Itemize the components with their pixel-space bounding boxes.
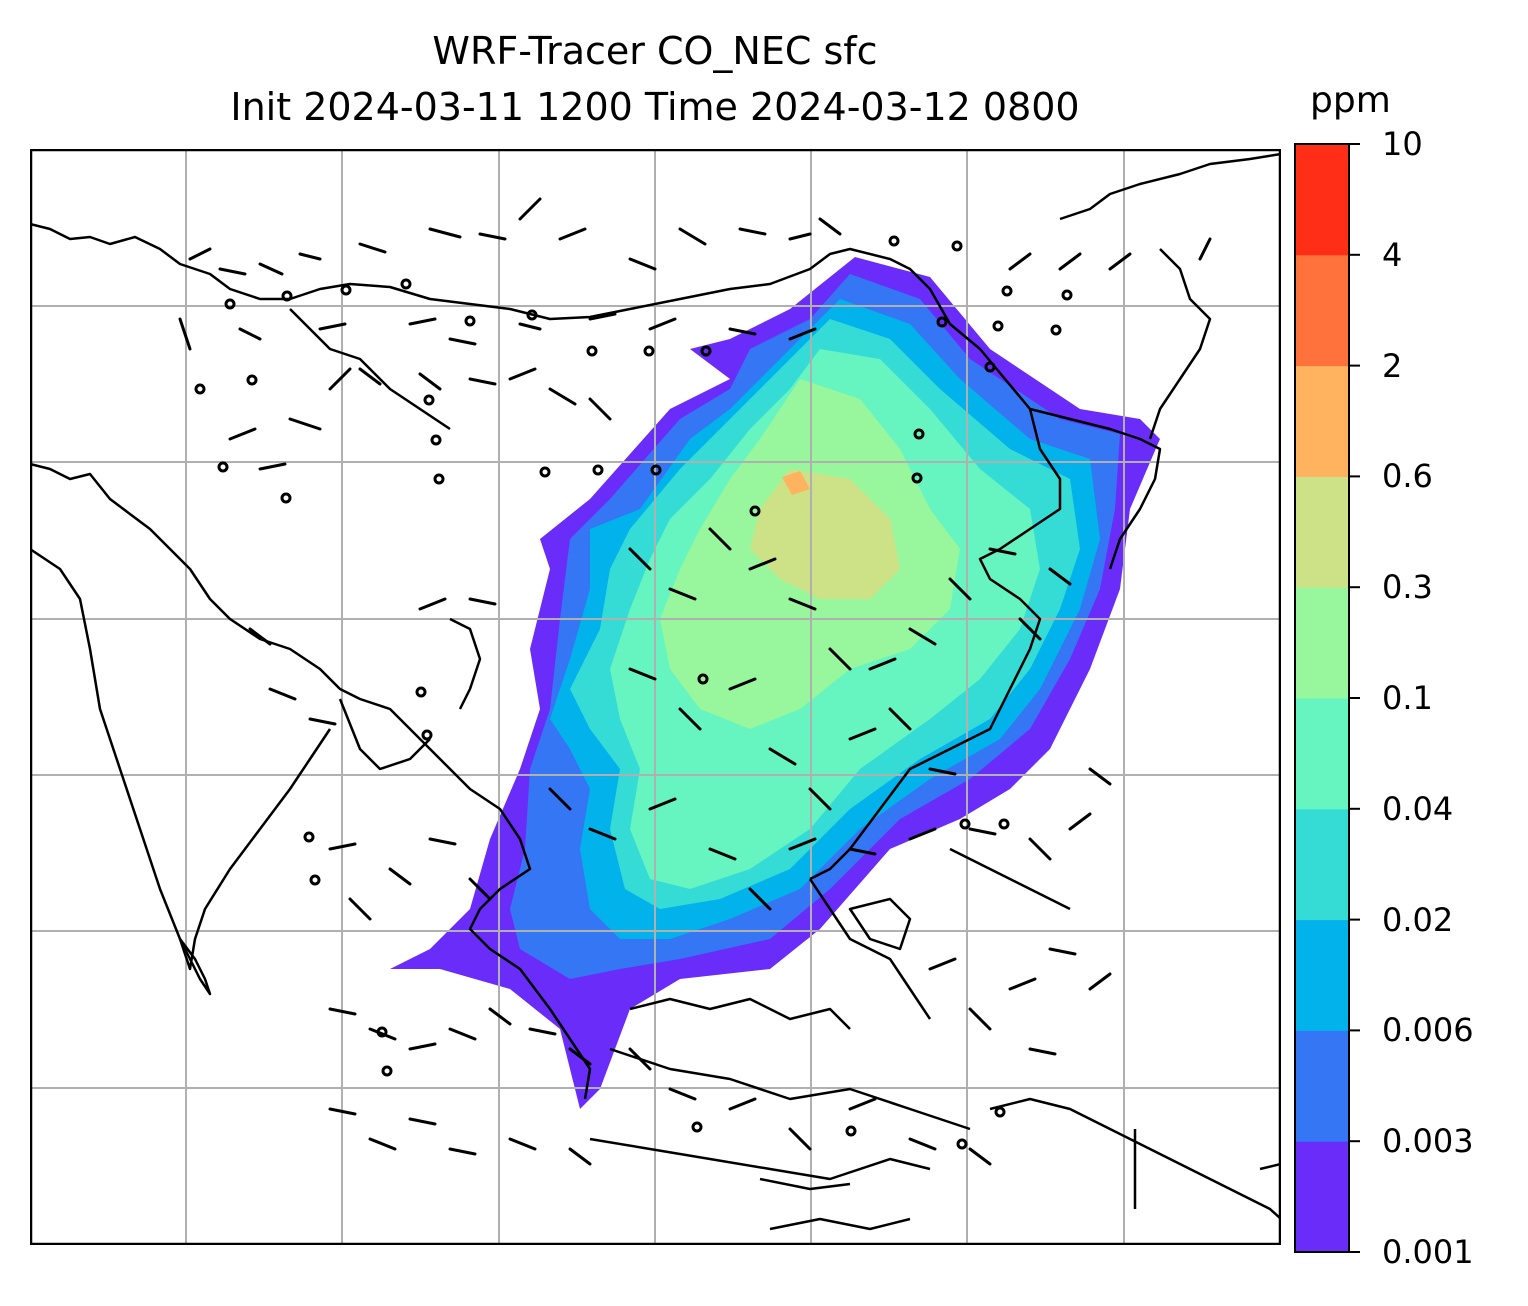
colorbar-tick-label: 0.001	[1382, 1233, 1474, 1271]
colorbar-tick-label: 0.6	[1382, 457, 1433, 496]
colorbar-tick-label: 0.3	[1382, 568, 1433, 607]
colorbar-tick-label: 0.02	[1382, 900, 1454, 939]
colorbar-segment	[1294, 476, 1350, 588]
colorbar-segment	[1294, 254, 1350, 367]
colorbar-unit: ppm	[1310, 80, 1391, 121]
map-panel	[30, 149, 1281, 1245]
colorbar-tick-label: 10	[1382, 125, 1423, 163]
colorbar-segment	[1294, 698, 1350, 810]
title-line-2: Init 2024-03-11 1200 Time 2024-03-12 080…	[230, 85, 1080, 129]
colorbar	[1294, 143, 1360, 1253]
colorbar-tick-label: 2	[1382, 346, 1403, 385]
colorbar-tick-label: 0.1	[1382, 679, 1433, 717]
colorbar-frame	[1294, 143, 1350, 1253]
colorbar-segment	[1294, 1030, 1350, 1142]
colorbar-tick-label: 4	[1382, 235, 1403, 274]
colorbar-tick-label: 0.003	[1382, 1122, 1474, 1161]
colorbar-segment	[1294, 919, 1350, 1031]
colorbar-tick-label: 0.006	[1382, 1011, 1474, 1050]
title-line-1: WRF-Tracer CO_NEC sfc	[432, 29, 878, 73]
colorbar-segment	[1294, 365, 1350, 477]
colorbar-segment	[1294, 808, 1350, 921]
calm-wind-markers	[194, 235, 1073, 1150]
coastlines	[30, 152, 1281, 1231]
map-frame	[30, 149, 1281, 1245]
colorbar-segment	[1294, 144, 1350, 256]
plume-level-8	[782, 471, 810, 495]
colorbar-segment	[1294, 587, 1350, 699]
colorbar-segment	[1294, 1141, 1350, 1253]
colorbar-tick-label: 0.04	[1382, 789, 1454, 828]
wind-barbs	[178, 197, 1212, 1166]
plume-level-7	[750, 469, 900, 599]
